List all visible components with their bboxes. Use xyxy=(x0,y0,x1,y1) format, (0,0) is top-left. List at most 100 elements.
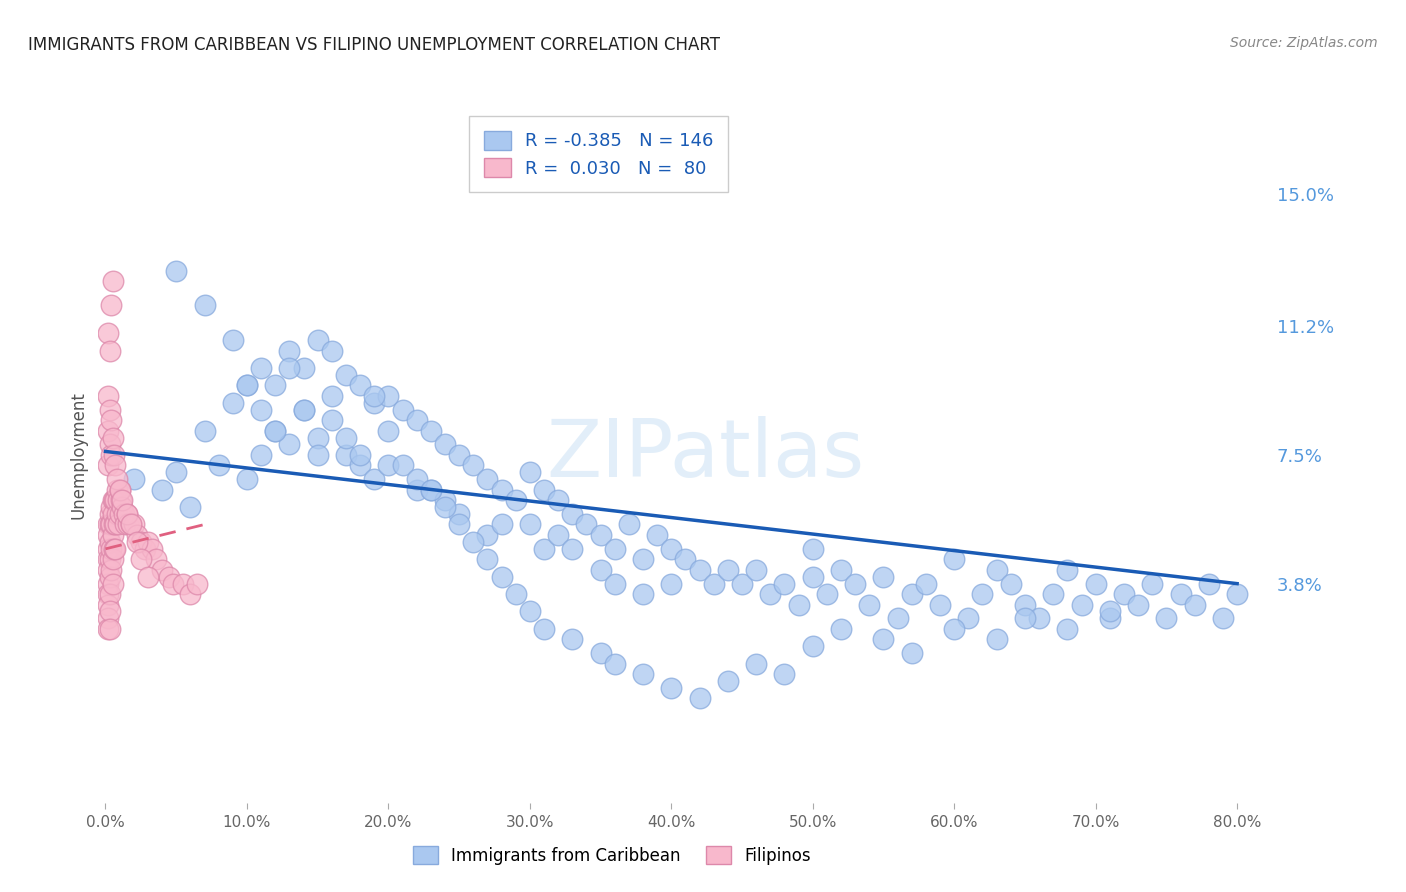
Point xyxy=(115,507,138,521)
Point xyxy=(1014,611,1036,625)
Point xyxy=(236,472,259,486)
Point xyxy=(1084,576,1107,591)
Point xyxy=(463,458,485,473)
Point xyxy=(900,646,922,660)
Point xyxy=(547,493,569,508)
Point xyxy=(236,378,259,392)
Point xyxy=(179,500,201,514)
Point xyxy=(222,333,245,347)
Point xyxy=(349,448,371,462)
Point xyxy=(222,395,245,409)
Point xyxy=(125,528,148,542)
Point xyxy=(689,691,711,706)
Point xyxy=(129,552,152,566)
Point xyxy=(801,570,824,584)
Point xyxy=(335,430,357,444)
Point xyxy=(100,517,122,532)
Point xyxy=(150,483,173,497)
Point xyxy=(1042,587,1064,601)
Point xyxy=(745,563,768,577)
Point xyxy=(1142,576,1164,591)
Point xyxy=(98,552,121,566)
Point xyxy=(519,517,541,532)
Point xyxy=(533,622,555,636)
Point xyxy=(349,458,371,473)
Point xyxy=(1028,611,1050,625)
Point xyxy=(208,458,231,473)
Point xyxy=(505,587,527,601)
Point xyxy=(505,493,527,508)
Point xyxy=(1156,611,1178,625)
Point xyxy=(97,622,120,636)
Point xyxy=(419,424,441,438)
Point xyxy=(349,378,371,392)
Point xyxy=(104,458,127,473)
Point xyxy=(335,448,357,462)
Point xyxy=(603,541,626,556)
Point xyxy=(150,563,173,577)
Point xyxy=(97,389,120,403)
Point xyxy=(136,570,159,584)
Point xyxy=(264,424,287,438)
Point xyxy=(307,448,329,462)
Point xyxy=(929,598,952,612)
Y-axis label: Unemployment: Unemployment xyxy=(69,391,87,519)
Point xyxy=(97,598,120,612)
Point xyxy=(103,448,125,462)
Point xyxy=(631,667,654,681)
Point xyxy=(97,424,120,438)
Text: ZIPatlas: ZIPatlas xyxy=(546,416,865,494)
Point xyxy=(477,472,499,486)
Point xyxy=(122,517,145,532)
Point xyxy=(172,576,194,591)
Point xyxy=(98,534,121,549)
Point xyxy=(103,541,125,556)
Point xyxy=(97,576,120,591)
Point xyxy=(117,517,139,532)
Point xyxy=(98,622,121,636)
Point xyxy=(491,517,513,532)
Point xyxy=(645,528,668,542)
Point xyxy=(745,657,768,671)
Point xyxy=(264,378,287,392)
Point xyxy=(110,493,132,508)
Point xyxy=(1198,576,1220,591)
Point xyxy=(98,517,121,532)
Point xyxy=(533,541,555,556)
Point xyxy=(321,343,343,358)
Point xyxy=(689,563,711,577)
Point xyxy=(250,402,273,417)
Point xyxy=(801,639,824,653)
Point xyxy=(433,493,456,508)
Point xyxy=(100,298,122,312)
Point xyxy=(943,552,966,566)
Point xyxy=(98,507,121,521)
Point xyxy=(363,395,385,409)
Point xyxy=(108,507,131,521)
Point xyxy=(104,541,127,556)
Point xyxy=(675,552,697,566)
Point xyxy=(419,483,441,497)
Point xyxy=(162,576,184,591)
Point xyxy=(101,552,124,566)
Point xyxy=(957,611,980,625)
Point xyxy=(97,552,120,566)
Point xyxy=(717,674,740,689)
Point xyxy=(1098,605,1121,619)
Point xyxy=(844,576,866,591)
Point xyxy=(114,517,136,532)
Point xyxy=(105,507,128,521)
Point xyxy=(1056,563,1078,577)
Point xyxy=(157,570,180,584)
Point xyxy=(105,472,128,486)
Point xyxy=(165,263,187,277)
Point xyxy=(519,466,541,480)
Point xyxy=(101,507,124,521)
Point xyxy=(972,587,994,601)
Point xyxy=(449,448,471,462)
Point xyxy=(98,605,121,619)
Point xyxy=(100,563,122,577)
Point xyxy=(105,483,128,497)
Point xyxy=(391,458,413,473)
Point xyxy=(787,598,810,612)
